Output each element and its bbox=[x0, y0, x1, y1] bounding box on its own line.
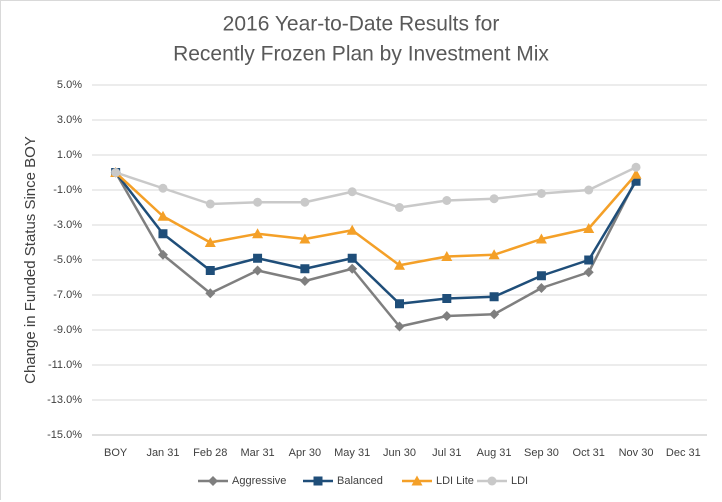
data-point bbox=[489, 309, 500, 320]
data-point bbox=[536, 189, 546, 198]
data-point bbox=[158, 229, 168, 239]
legend-marker bbox=[487, 476, 497, 486]
data-point bbox=[442, 196, 452, 205]
y-tick-label: -13.0% bbox=[47, 394, 82, 406]
series-line bbox=[114, 171, 637, 267]
data-point bbox=[299, 276, 310, 286]
data-point bbox=[252, 228, 264, 239]
data-point bbox=[252, 265, 263, 276]
data-point bbox=[157, 249, 168, 260]
data-point bbox=[441, 311, 452, 321]
data-point bbox=[583, 223, 595, 233]
data-point bbox=[631, 176, 641, 186]
y-tick-label: -1.0% bbox=[53, 184, 82, 196]
y-tick-label: -3.0% bbox=[53, 219, 82, 231]
x-tick-label: Sep 30 bbox=[524, 447, 559, 459]
x-tick-label: Nov 30 bbox=[619, 447, 654, 459]
data-point bbox=[205, 266, 215, 275]
chart-title: Recently Frozen Plan by Investment Mix bbox=[173, 43, 549, 66]
chart-title: 2016 Year-to-Date Results for bbox=[223, 13, 500, 36]
x-tick-label: Mar 31 bbox=[240, 447, 274, 459]
data-point bbox=[583, 267, 594, 278]
y-axis-label: Change in Funded Status Since BOY bbox=[22, 136, 39, 384]
x-tick-label: Jul 31 bbox=[432, 447, 461, 459]
series-line bbox=[114, 171, 638, 328]
data-point bbox=[347, 187, 357, 197]
y-tick-label: -7.0% bbox=[53, 289, 82, 301]
data-point bbox=[157, 210, 169, 221]
data-point bbox=[253, 253, 263, 263]
y-tick-label: -15.0% bbox=[47, 429, 82, 441]
series-line bbox=[115, 166, 637, 209]
legend-label: LDI Lite bbox=[436, 475, 474, 487]
data-point bbox=[111, 168, 121, 177]
legend-label: Balanced bbox=[337, 475, 383, 487]
y-tick-label: -5.0% bbox=[53, 254, 82, 266]
data-point bbox=[395, 299, 404, 309]
legend-marker bbox=[313, 476, 323, 486]
series-line bbox=[114, 171, 638, 305]
x-tick-label: May 31 bbox=[334, 447, 370, 459]
data-point bbox=[584, 255, 594, 265]
data-point bbox=[394, 321, 405, 332]
x-tick-label: Jun 30 bbox=[383, 447, 416, 459]
legend-marker bbox=[411, 475, 423, 486]
data-point bbox=[584, 185, 594, 195]
data-point bbox=[205, 288, 216, 299]
data-point bbox=[441, 251, 453, 261]
legend-label: Aggressive bbox=[232, 475, 286, 487]
data-point bbox=[488, 249, 500, 260]
x-tick-label: Feb 28 bbox=[193, 447, 227, 459]
y-tick-label: -11.0% bbox=[48, 359, 82, 371]
y-tick-label: 3.0% bbox=[57, 114, 82, 126]
data-point bbox=[395, 203, 404, 212]
x-tick-label: BOY bbox=[104, 447, 128, 459]
x-tick-label: Dec 31 bbox=[666, 447, 701, 459]
x-tick-label: Aug 31 bbox=[477, 447, 512, 459]
data-point bbox=[631, 162, 641, 172]
data-point bbox=[394, 259, 405, 270]
data-point bbox=[205, 199, 215, 209]
data-point bbox=[300, 197, 310, 207]
data-point bbox=[347, 253, 357, 263]
data-point bbox=[347, 263, 358, 274]
data-point bbox=[299, 233, 311, 244]
y-tick-label: 5.0% bbox=[57, 79, 82, 91]
data-point bbox=[300, 264, 310, 274]
x-tick-label: Apr 30 bbox=[289, 447, 321, 459]
data-point bbox=[204, 237, 216, 247]
data-point bbox=[536, 271, 546, 281]
legend-marker bbox=[208, 476, 218, 486]
data-point bbox=[346, 224, 358, 235]
y-tick-label: -9.0% bbox=[53, 324, 82, 336]
legend-label: LDI bbox=[511, 475, 528, 487]
data-point bbox=[158, 183, 168, 193]
data-point bbox=[253, 197, 263, 207]
y-tick-label: 1.0% bbox=[57, 149, 82, 161]
series bbox=[111, 162, 641, 212]
data-point bbox=[489, 194, 499, 204]
data-point bbox=[489, 292, 499, 302]
data-point bbox=[536, 283, 547, 293]
x-tick-label: Jan 31 bbox=[146, 447, 179, 459]
data-point bbox=[535, 233, 547, 244]
x-tick-label: Oct 31 bbox=[573, 447, 605, 459]
data-point bbox=[442, 294, 452, 303]
data-point bbox=[630, 168, 642, 179]
